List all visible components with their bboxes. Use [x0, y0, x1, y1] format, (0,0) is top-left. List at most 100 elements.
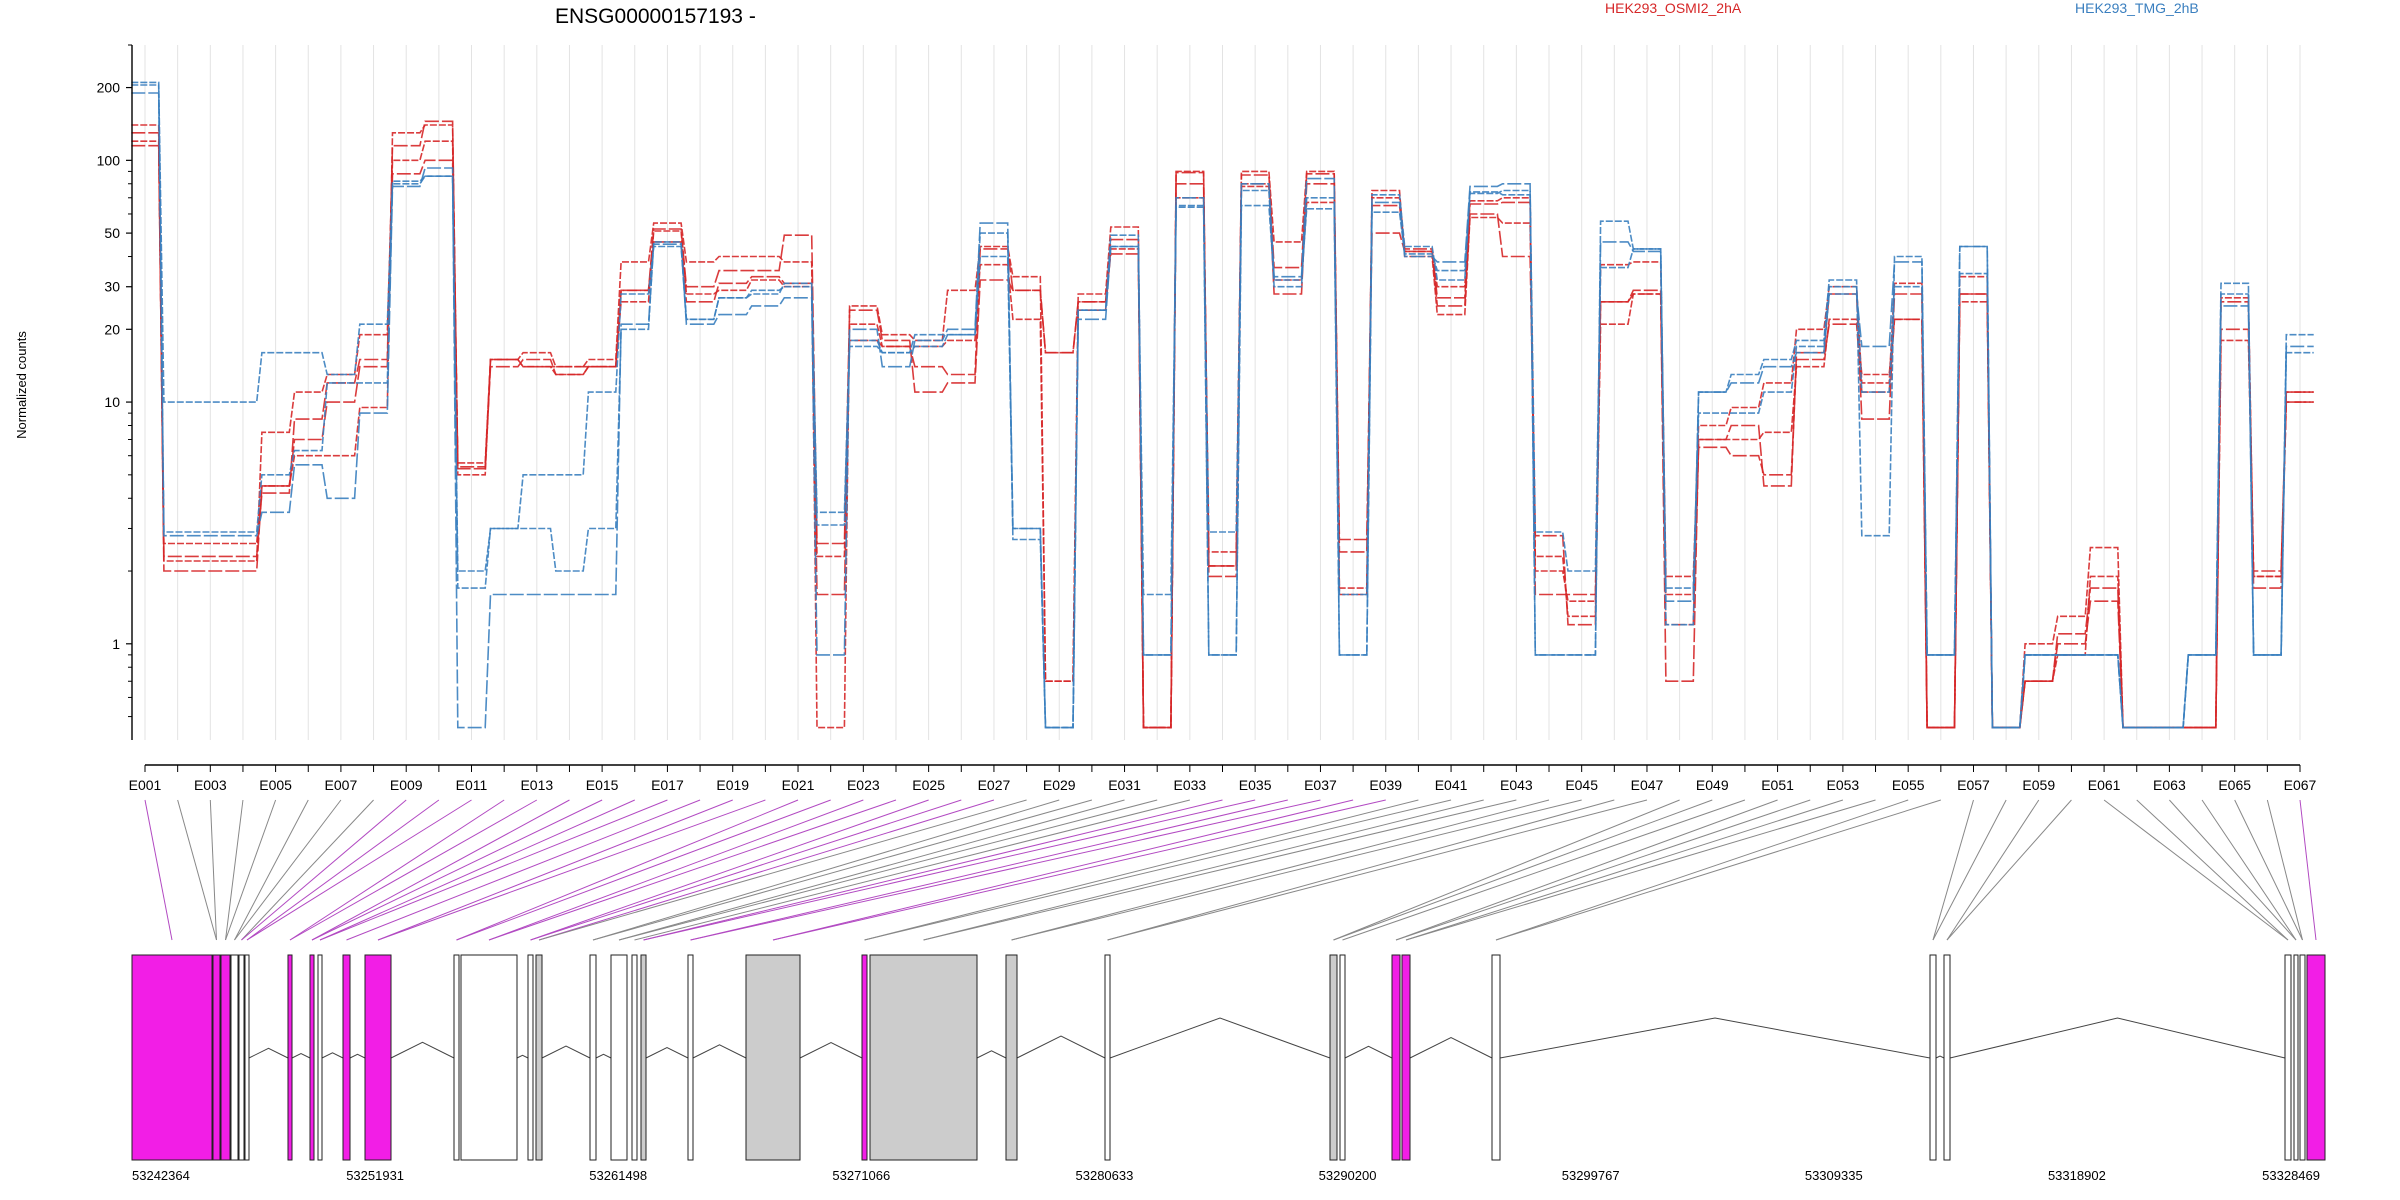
y-tick-label: 30: [104, 279, 120, 295]
exon-box: [1929, 954, 1937, 1161]
exon-box: [535, 954, 543, 1161]
chart-title: ENSG00000157193 -: [555, 5, 756, 28]
plot-area: 1 10 20 30 50 100 200 E001 E003 E005 E007 E009 E011…: [97, 44, 2317, 793]
connector-line: [289, 799, 505, 941]
intron-line: [1109, 1017, 1331, 1059]
intron-line: [1344, 1045, 1393, 1059]
connector-line: [1333, 799, 1680, 941]
connector-line: [1495, 799, 1909, 941]
intron-line: [976, 1050, 1007, 1059]
connector-line: [1932, 799, 1974, 941]
x-tick-label: E009: [390, 777, 423, 793]
intron-line: [291, 1052, 311, 1059]
y-tick-label: 200: [97, 80, 121, 96]
exon-box: [309, 954, 315, 1161]
connector-line: [1107, 799, 1615, 941]
x-tick-label: E011: [456, 777, 488, 793]
exon-box: [1943, 954, 1951, 1161]
x-tick-label: E005: [259, 777, 292, 793]
connector-line: [690, 799, 1321, 941]
exon-box: [1339, 954, 1346, 1161]
x-tick-label: E015: [586, 777, 619, 793]
x-tick-label: E021: [782, 777, 815, 793]
connector-line: [1495, 799, 1941, 941]
connector-line: [1946, 799, 2040, 941]
x-tick-label: E041: [1435, 777, 1468, 793]
connector-line: [246, 799, 440, 941]
exon-box: [610, 954, 628, 1161]
intron-line: [1499, 1017, 1931, 1059]
exon-box: [244, 954, 250, 1161]
intron-line: [349, 1053, 366, 1059]
intron-line: [1016, 1035, 1106, 1059]
x-tick-label: E053: [1827, 777, 1860, 793]
intron-line: [595, 1053, 612, 1059]
connector-line: [618, 799, 1125, 941]
exon-box: [640, 954, 647, 1161]
exon-box: [1401, 954, 1411, 1161]
connector-line: [1395, 799, 1811, 941]
connector-line: [377, 799, 766, 941]
exon-box: [631, 954, 638, 1161]
exon-box: [220, 954, 231, 1161]
connector-line: [2234, 799, 2303, 941]
genome-tick-label: 53242364: [132, 1168, 190, 1183]
genome-tick-label: 53309335: [1805, 1168, 1863, 1183]
exon-box: [527, 954, 534, 1161]
connector-line: [1342, 799, 1746, 941]
connector-line: [289, 799, 538, 941]
intron-line: [1935, 1055, 1945, 1059]
connector-line: [241, 799, 374, 941]
connector-line: [456, 799, 799, 941]
x-tick-label: E037: [1304, 777, 1337, 793]
connector-line: [2136, 799, 2289, 941]
exon-connector-lines: [144, 799, 2317, 941]
exon-box: [287, 954, 293, 1161]
exon-box: [2293, 954, 2299, 1161]
connector-line: [488, 799, 897, 941]
x-tick-label: E031: [1108, 777, 1141, 793]
x-tick-label: E033: [1173, 777, 1206, 793]
intron-line: [321, 1052, 344, 1059]
connector-line: [488, 799, 864, 941]
connector-line: [144, 799, 173, 941]
genome-tick-label: 53280633: [1076, 1168, 1134, 1183]
y-tick-label: 1: [112, 636, 120, 652]
exon-box: [2284, 954, 2292, 1161]
x-tick-label: E017: [651, 777, 684, 793]
x-tick-label: E001: [129, 777, 162, 793]
exon-box: [2299, 954, 2306, 1161]
exon-box: [589, 954, 597, 1161]
connector-line: [225, 799, 277, 941]
connector-line: [772, 799, 1354, 941]
intron-line: [248, 1047, 289, 1059]
x-tick-label: E023: [847, 777, 880, 793]
exon-box: [2306, 954, 2326, 1161]
connector-line: [643, 799, 1256, 941]
connector-line: [530, 799, 929, 941]
exon-box: [453, 954, 460, 1161]
connector-line: [1011, 799, 1582, 941]
connector-line: [634, 799, 1190, 941]
connector-line: [209, 799, 217, 941]
connector-line: [346, 799, 701, 941]
x-tick-label: E059: [2022, 777, 2055, 793]
connector-line: [319, 799, 635, 941]
x-tick-label: E061: [2088, 777, 2121, 793]
exon-box: [861, 954, 868, 1161]
connector-line: [234, 799, 342, 941]
connector-line: [2201, 799, 2297, 941]
connector-line: [1946, 799, 2072, 941]
connector-line: [538, 799, 1027, 941]
connector-line: [225, 799, 244, 941]
genome-tick-label: 53318902: [2048, 1168, 2106, 1183]
exon-box: [212, 954, 221, 1161]
x-tick-label: E029: [1043, 777, 1076, 793]
x-tick-label: E007: [325, 777, 358, 793]
connector-line: [1333, 799, 1713, 941]
exon-box: [869, 954, 978, 1161]
connector-line: [311, 799, 603, 941]
connector-line: [2299, 799, 2317, 941]
intron-line: [692, 1044, 747, 1059]
